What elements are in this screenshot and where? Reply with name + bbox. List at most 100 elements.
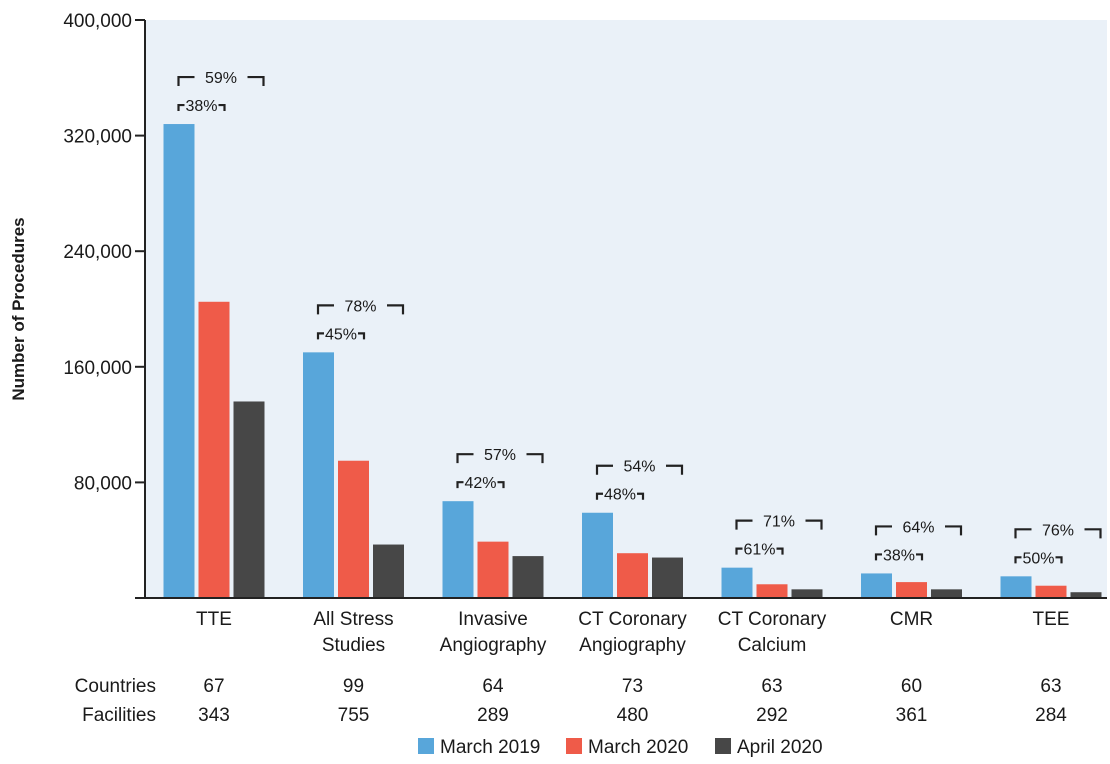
table-cell: 73 xyxy=(622,676,643,697)
x-tick-label: TEE xyxy=(1033,609,1070,630)
bracket-line xyxy=(316,304,334,315)
bracket-line xyxy=(316,332,324,340)
bar xyxy=(512,556,544,598)
bracket-line xyxy=(358,332,366,340)
x-tick-label: Calcium xyxy=(738,635,807,656)
bracket-line xyxy=(874,525,892,536)
bar xyxy=(233,401,265,598)
percent-decline-label: 38% xyxy=(883,547,915,564)
x-tick-label: Angiography xyxy=(579,635,686,656)
x-tick-label: Invasive xyxy=(458,609,528,630)
bracket-line xyxy=(1055,556,1063,564)
legend-swatch xyxy=(566,738,582,754)
bar xyxy=(931,589,962,598)
x-tick-label: CT Coronary xyxy=(718,609,827,630)
bracket-line xyxy=(945,525,963,536)
x-tick-label: Angiography xyxy=(440,635,547,656)
bar xyxy=(721,567,753,598)
y-tick-label: 400,000 xyxy=(63,11,132,32)
bracket-line xyxy=(595,492,603,500)
percent-decline-label: 38% xyxy=(185,98,217,115)
table-cell: 284 xyxy=(1035,705,1067,726)
bar xyxy=(477,541,509,598)
bracket-line xyxy=(218,103,226,112)
bracket-line xyxy=(666,464,684,475)
x-tick-label: Studies xyxy=(322,635,385,656)
y-tick-label: 160,000 xyxy=(63,358,132,379)
table-cell: 755 xyxy=(338,705,370,726)
table-cell: 63 xyxy=(1040,676,1061,697)
bar xyxy=(756,584,788,598)
x-tick-label: CT Coronary xyxy=(578,609,687,630)
plot-background xyxy=(145,20,1107,598)
bracket-line xyxy=(637,492,645,500)
table-cell: 361 xyxy=(896,705,928,726)
bracket-line xyxy=(735,547,743,555)
bar xyxy=(791,589,823,598)
bracket-line xyxy=(497,481,505,489)
percent-decline-label: 61% xyxy=(743,542,775,559)
table-cell: 480 xyxy=(617,705,649,726)
bracket-line xyxy=(805,519,823,530)
bracket-line xyxy=(247,75,265,87)
table-row-label: Facilities xyxy=(82,705,156,726)
legend-swatch xyxy=(418,738,434,754)
table-row-label: Countries xyxy=(75,676,156,697)
y-axis-title: Number of Procedures xyxy=(9,217,28,400)
bar xyxy=(198,301,230,598)
table-cell: 99 xyxy=(343,676,364,697)
percent-decline-label: 50% xyxy=(1022,550,1054,567)
bar xyxy=(303,352,334,598)
bar xyxy=(1070,592,1102,598)
table-cell: 292 xyxy=(756,705,788,726)
legend-label: April 2020 xyxy=(737,737,823,758)
bar xyxy=(582,512,613,598)
bracket-line xyxy=(456,481,464,489)
bracket-line xyxy=(735,519,753,530)
bar xyxy=(861,573,892,598)
percent-decline-label: 57% xyxy=(484,447,516,464)
percent-decline-label: 71% xyxy=(763,514,795,531)
bracket-line xyxy=(177,75,195,87)
bar xyxy=(617,553,648,598)
percent-decline-label: 45% xyxy=(325,326,357,343)
percent-decline-label: 54% xyxy=(623,459,655,476)
y-tick-label: 320,000 xyxy=(63,127,132,148)
x-tick-label: TTE xyxy=(196,609,232,630)
bar xyxy=(1000,576,1032,598)
bar xyxy=(373,544,404,598)
bracket-line xyxy=(1014,556,1022,564)
bracket-line xyxy=(387,304,405,315)
table-cell: 63 xyxy=(761,676,782,697)
bar xyxy=(1035,585,1067,598)
percent-decline-label: 64% xyxy=(902,519,934,536)
table-cell: 343 xyxy=(198,705,230,726)
bar xyxy=(442,501,474,598)
legend-label: March 2020 xyxy=(588,737,688,758)
bracket-line xyxy=(1084,528,1102,539)
x-tick-label: All Stress xyxy=(313,609,393,630)
bracket-line xyxy=(776,547,784,555)
bar xyxy=(163,124,195,598)
percent-decline-label: 59% xyxy=(205,70,237,87)
bar xyxy=(896,582,927,598)
bracket-line xyxy=(1014,528,1032,539)
x-tick-label: CMR xyxy=(890,609,933,630)
y-tick-label: 240,000 xyxy=(63,242,132,263)
bar xyxy=(652,557,683,598)
bracket-line xyxy=(456,453,474,464)
bar xyxy=(338,460,369,598)
legend-swatch xyxy=(715,738,731,754)
legend-label: March 2019 xyxy=(440,737,540,758)
bracket-line xyxy=(874,553,882,561)
percent-decline-label: 42% xyxy=(464,475,496,492)
table-cell: 60 xyxy=(901,676,922,697)
percent-decline-label: 48% xyxy=(604,487,636,504)
table-cell: 289 xyxy=(477,705,509,726)
y-tick-label: 80,000 xyxy=(74,473,132,494)
bracket-line xyxy=(595,464,613,475)
percent-decline-label: 76% xyxy=(1042,522,1074,539)
bracket-line xyxy=(526,453,544,464)
bracket-line xyxy=(177,103,185,112)
